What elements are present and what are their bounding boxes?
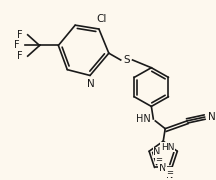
- Text: HN: HN: [161, 143, 174, 152]
- Text: N: N: [153, 147, 161, 157]
- Text: =: =: [166, 168, 173, 177]
- Text: F: F: [17, 51, 23, 61]
- Text: N: N: [159, 163, 166, 174]
- Text: Cl: Cl: [97, 14, 107, 24]
- Text: F: F: [17, 30, 23, 40]
- Text: N: N: [87, 79, 95, 89]
- Text: N: N: [208, 112, 216, 122]
- Text: N: N: [166, 170, 174, 180]
- Text: F: F: [14, 40, 20, 50]
- Text: S: S: [123, 55, 130, 65]
- Text: =: =: [155, 155, 162, 164]
- Text: HN: HN: [136, 114, 151, 124]
